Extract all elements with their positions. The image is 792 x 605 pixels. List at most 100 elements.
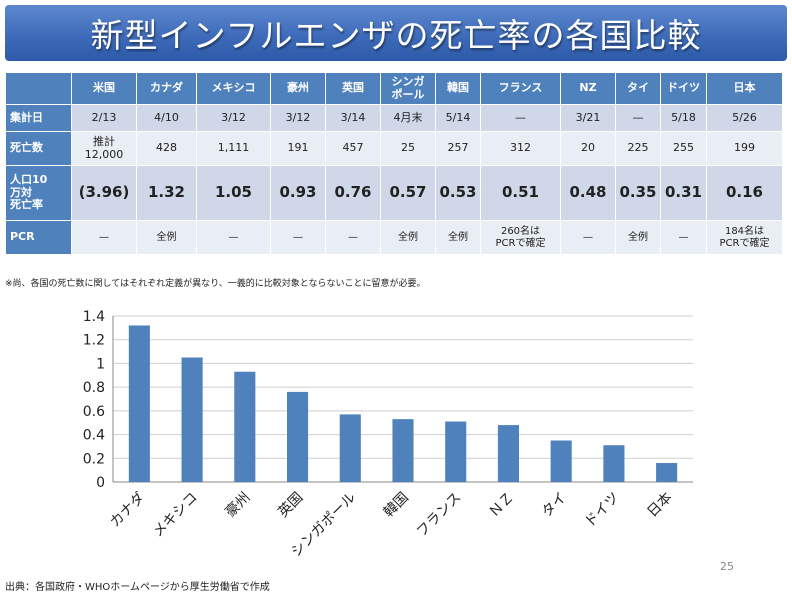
- table-cell: —: [615, 104, 661, 132]
- mortality-bar-chart: 00.20.40.60.811.21.4カナダ メキシコ 豪州 英国シンガポール 韓国フ…: [83, 309, 693, 558]
- bar: [656, 463, 678, 482]
- comparison-table: 米国 カナダ メキシコ 豪州 英国 シンガ ポール 韓国 フランス NZ タイ …: [5, 72, 783, 255]
- table-cell: 25: [380, 131, 436, 166]
- bar: [392, 419, 414, 482]
- table-cell: 5/14: [435, 104, 481, 132]
- table-cell: 全例: [435, 220, 481, 255]
- bar: [339, 414, 361, 482]
- country-header: ドイツ: [660, 72, 707, 105]
- page-title: 新型インフルエンザの死亡率の各国比較: [90, 16, 702, 55]
- table-cell: 0.93: [270, 165, 326, 221]
- table-cell: 推計 12,000: [71, 131, 137, 166]
- table-cell: 全例: [615, 220, 661, 255]
- table-cell: 1,111: [196, 131, 271, 166]
- x-tick-label: 英国: [275, 489, 307, 521]
- table-cell: 4/10: [136, 104, 197, 132]
- table-cell: 184名は PCRで確定: [706, 220, 783, 255]
- table-cell: 3/12: [270, 104, 326, 132]
- country-header: メキシコ: [196, 72, 271, 105]
- country-header: 韓国: [435, 72, 481, 105]
- table-cell: 255: [660, 131, 707, 166]
- table-cell: —: [660, 220, 707, 255]
- table-cell: 191: [270, 131, 326, 166]
- x-tick-label: ドイツ: [582, 490, 623, 531]
- y-tick-label: 1.2: [83, 333, 105, 349]
- table-cell: 0.57: [380, 165, 436, 221]
- table-cell: 257: [435, 131, 481, 166]
- row-label: 集計日: [5, 104, 72, 132]
- table-cell: 199: [706, 131, 783, 166]
- table-cell: 457: [325, 131, 381, 166]
- table-cell: —: [71, 220, 137, 255]
- x-tick-label: 豪州: [223, 490, 254, 521]
- table-cell: 260名は PCRで確定: [480, 220, 561, 255]
- country-header: 英国: [325, 72, 381, 105]
- row-deaths: 死亡数 推計 12,000 428 1,111 191 457 25 257 3…: [5, 131, 783, 166]
- x-tick-label: ＮＺ: [486, 490, 517, 521]
- bar: [550, 440, 572, 482]
- y-tick-label: 0.6: [83, 404, 105, 420]
- table-cell: 全例: [380, 220, 436, 255]
- row-label: 死亡数: [5, 131, 72, 166]
- table-cell: 5/18: [660, 104, 707, 132]
- bar: [234, 371, 256, 482]
- x-tick-label: タイ: [539, 490, 570, 521]
- table-cell: 2/13: [71, 104, 137, 132]
- table-cell: —: [560, 220, 616, 255]
- table-cell: 0.31: [660, 165, 707, 221]
- table-cell: —: [325, 220, 381, 255]
- y-tick-label: 0.8: [83, 380, 105, 396]
- table-cell: 1.32: [136, 165, 197, 221]
- y-tick-label: 0: [96, 475, 105, 491]
- bar: [603, 445, 625, 482]
- table-cell: 4月末: [380, 104, 436, 132]
- corner-cell: [5, 72, 72, 105]
- footnote: ※尚、各国の死亡数に関してはそれぞれ定義が異なり、一義的に比較対象とならないこと…: [5, 279, 426, 289]
- y-tick-label: 1.4: [83, 309, 105, 325]
- bar: [287, 391, 309, 482]
- x-tick-label: メキシコ: [150, 490, 201, 541]
- x-tick-label: カナダ: [107, 490, 148, 531]
- country-header: 豪州: [270, 72, 326, 105]
- table-cell: 3/21: [560, 104, 616, 132]
- header-row: 米国 カナダ メキシコ 豪州 英国 シンガ ポール 韓国 フランス NZ タイ …: [5, 72, 783, 105]
- country-header: シンガ ポール: [380, 72, 436, 105]
- bar: [181, 357, 203, 482]
- table-cell: 0.53: [435, 165, 481, 221]
- table-cell: —: [480, 104, 561, 132]
- table-cell: 428: [136, 131, 197, 166]
- table-cell: 225: [615, 131, 661, 166]
- x-tick-label: 韓国: [381, 490, 412, 521]
- y-tick-label: 1: [96, 356, 105, 372]
- country-header: タイ: [615, 72, 661, 105]
- country-header: NZ: [560, 72, 616, 105]
- table-cell: —: [196, 220, 271, 255]
- table-cell: 5/26: [706, 104, 783, 132]
- country-header: 米国: [71, 72, 137, 105]
- table-cell: 全例: [136, 220, 197, 255]
- row-pcr: PCR — 全例 — — — 全例 全例 260名は PCRで確定 — 全例 —…: [5, 220, 783, 255]
- row-label: 人口10 万対 死亡率: [5, 165, 72, 221]
- table-cell: (3.96): [71, 165, 137, 221]
- y-tick-label: 0.2: [83, 451, 105, 467]
- table-cell: 0.76: [325, 165, 381, 221]
- y-tick-label: 0.4: [83, 428, 105, 444]
- table-cell: 3/14: [325, 104, 381, 132]
- table-cell: 0.16: [706, 165, 783, 221]
- source-citation: 出典：各国政府・WHOホームページから厚生労働省で作成: [5, 582, 270, 593]
- bar: [128, 325, 150, 482]
- x-tick-label: 日本: [644, 490, 675, 521]
- x-tick-label: フランス: [414, 490, 465, 541]
- page-number: 25: [720, 560, 734, 573]
- table-cell: 0.35: [615, 165, 661, 221]
- table-cell: 0.48: [560, 165, 616, 221]
- row-label: PCR: [5, 220, 72, 255]
- row-date: 集計日 2/13 4/10 3/12 3/12 3/14 4月末 5/14 — …: [5, 104, 783, 132]
- country-header: 日本: [706, 72, 783, 105]
- table-cell: 1.05: [196, 165, 271, 221]
- table-cell: 312: [480, 131, 561, 166]
- country-header: カナダ: [136, 72, 197, 105]
- country-header: フランス: [480, 72, 561, 105]
- table-cell: 0.51: [480, 165, 561, 221]
- row-mortality-rate: 人口10 万対 死亡率 (3.96) 1.32 1.05 0.93 0.76 0…: [5, 165, 783, 221]
